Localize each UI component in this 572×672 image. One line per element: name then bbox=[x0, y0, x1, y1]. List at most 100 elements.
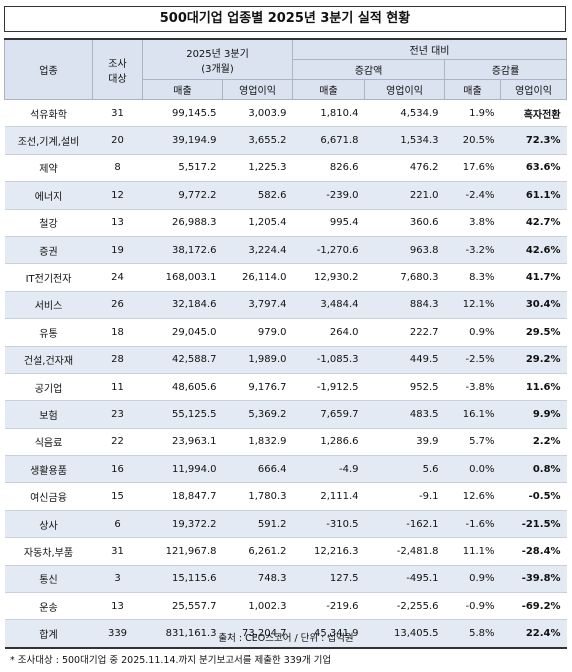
table-row: 생활용품 16 11,994.0 666.4 -4.9 5.6 0.0% 0.8% bbox=[4, 455, 567, 484]
industry-cell: 조선,기계,설비 bbox=[4, 126, 93, 155]
header-yoy: 전년 대비 bbox=[291, 38, 568, 60]
sales-cell: 23,963.1 bbox=[142, 428, 223, 457]
change-op-cell: -162.1 bbox=[364, 510, 445, 539]
change-op-cell: 449.5 bbox=[364, 346, 445, 374]
change-sales-cell: -1,085.3 bbox=[292, 346, 365, 374]
table-row: 석유화학 31 99,145.5 3,003.9 1,810.4 4,534.9 1.9% 흑… bbox=[4, 98, 567, 128]
industry-cell: 자동차,부품 bbox=[4, 537, 93, 566]
op-profit-cell: 6,261.2 bbox=[222, 537, 293, 566]
rate-op-cell: 9.9% bbox=[500, 400, 567, 429]
header-q3-line1: 2025년 3분기 bbox=[186, 48, 249, 60]
change-op-cell: -495.1 bbox=[364, 565, 445, 594]
op-profit-cell: 9,176.7 bbox=[222, 373, 293, 402]
change-sales-cell: -4.9 bbox=[292, 455, 365, 484]
rate-op-cell: 11.6% bbox=[500, 373, 567, 402]
change-sales-cell: -239.0 bbox=[292, 181, 365, 210]
table-row: 조선,기계,설비 20 39,194.9 3,655.2 6,671.8 1,534.3 2… bbox=[4, 126, 567, 155]
companies-cell: 16 bbox=[92, 455, 143, 484]
header-companies: 조사 대상 bbox=[92, 38, 143, 100]
table-row: 서비스 26 32,184.6 3,797.4 3,484.4 884.3 12.1% 30.… bbox=[4, 291, 567, 320]
rate-op-cell: -69.2% bbox=[500, 592, 567, 621]
op-profit-cell: 582.6 bbox=[222, 181, 293, 210]
op-profit-cell: 979.0 bbox=[222, 318, 293, 347]
op-profit-cell: 1,780.3 bbox=[222, 482, 293, 511]
rate-sales-cell: 16.1% bbox=[444, 400, 501, 429]
header-amount-sales: 매출 bbox=[292, 79, 365, 100]
rate-sales-cell: 20.5% bbox=[444, 126, 501, 155]
change-op-cell: 360.6 bbox=[364, 209, 445, 237]
table-title: 500대기업 업종별 2025년 3분기 실적 현황 bbox=[4, 6, 566, 32]
sales-cell: 38,172.6 bbox=[142, 236, 223, 265]
companies-cell: 3 bbox=[92, 565, 143, 594]
companies-cell: 339 bbox=[92, 619, 143, 649]
sales-cell: 29,045.0 bbox=[142, 318, 223, 347]
rate-op-cell: -28.4% bbox=[500, 537, 567, 566]
op-profit-cell: 5,369.2 bbox=[222, 400, 293, 429]
industry-cell: 철강 bbox=[4, 209, 93, 237]
header-amount-op: 영업이익 bbox=[364, 79, 445, 100]
rate-op-cell: -0.5% bbox=[500, 482, 567, 511]
change-sales-cell: 3,484.4 bbox=[292, 291, 365, 320]
header-rate-sales: 매출 bbox=[444, 79, 501, 100]
op-profit-cell: 666.4 bbox=[222, 455, 293, 484]
rate-sales-cell: -2.5% bbox=[444, 346, 501, 374]
companies-cell: 31 bbox=[92, 537, 143, 566]
sales-cell: 48,605.6 bbox=[142, 373, 223, 402]
table-row: 철강 13 26,988.3 1,205.4 995.4 360.6 3.8% 42.7% bbox=[4, 209, 567, 237]
companies-cell: 8 bbox=[92, 154, 143, 183]
header-q3: 2025년 3분기 (3개월) bbox=[142, 38, 293, 80]
rate-sales-cell: -2.4% bbox=[444, 181, 501, 210]
rate-sales-cell: -0.9% bbox=[444, 592, 501, 621]
total-row: 합계 339 831,161.3 73,204.7 45,341.9 13,405.5 5.… bbox=[4, 619, 567, 649]
table-row: 보험 23 55,125.5 5,369.2 7,659.7 483.5 16.1% 9.9% bbox=[4, 400, 567, 429]
companies-cell: 31 bbox=[92, 98, 143, 128]
industry-cell: 석유화학 bbox=[4, 98, 93, 128]
table-row: 통신 3 15,115.6 748.3 127.5 -495.1 0.9% -39.8% bbox=[4, 565, 567, 594]
sales-cell: 121,967.8 bbox=[142, 537, 223, 566]
sales-cell: 26,988.3 bbox=[142, 209, 223, 237]
table-row: 건설,건자재 28 42,588.7 1,989.0 -1,085.3 449.5 -2.5… bbox=[4, 346, 567, 374]
industry-cell: 건설,건자재 bbox=[4, 346, 93, 374]
op-profit-cell: 26,114.0 bbox=[222, 263, 293, 292]
industry-cell: 식음료 bbox=[4, 428, 93, 457]
industry-cell: 증권 bbox=[4, 236, 93, 265]
industry-cell: 서비스 bbox=[4, 291, 93, 320]
rate-sales-cell: 5.8% bbox=[444, 619, 501, 649]
industry-cell: 생활용품 bbox=[4, 455, 93, 484]
companies-cell: 26 bbox=[92, 291, 143, 320]
change-sales-cell: -1,270.6 bbox=[292, 236, 365, 265]
sales-cell: 99,145.5 bbox=[142, 98, 223, 128]
op-profit-cell: 1,832.9 bbox=[222, 428, 293, 457]
industry-cell: 에너지 bbox=[4, 181, 93, 210]
change-sales-cell: 7,659.7 bbox=[292, 400, 365, 429]
sales-cell: 831,161.3 bbox=[142, 619, 223, 649]
industry-cell: 공기업 bbox=[4, 373, 93, 402]
change-op-cell: 39.9 bbox=[364, 428, 445, 457]
change-sales-cell: 12,216.3 bbox=[292, 537, 365, 566]
change-sales-cell: 1,810.4 bbox=[292, 98, 365, 128]
table-row: 여신금융 15 18,847.7 1,780.3 2,111.4 -9.1 12.6% -0.… bbox=[4, 482, 567, 511]
industry-cell: IT전기전자 bbox=[4, 263, 93, 292]
companies-cell: 12 bbox=[92, 181, 143, 210]
rate-sales-cell: 12.1% bbox=[444, 291, 501, 320]
op-profit-cell: 591.2 bbox=[222, 510, 293, 539]
change-sales-cell: -1,912.5 bbox=[292, 373, 365, 402]
table-row: 식음료 22 23,963.1 1,832.9 1,286.6 39.9 5.7% 2.2% bbox=[4, 428, 567, 457]
industry-cell: 제약 bbox=[4, 154, 93, 183]
change-op-cell: 5.6 bbox=[364, 455, 445, 484]
footnote: * 조사대상 : 500대기업 중 2025.11.14.까지 분기보고서를 제… bbox=[10, 655, 332, 666]
change-op-cell: 952.5 bbox=[364, 373, 445, 402]
sales-cell: 9,772.2 bbox=[142, 181, 223, 210]
rate-op-cell: 30.4% bbox=[500, 291, 567, 320]
rate-op-cell: 29.5% bbox=[500, 318, 567, 347]
rate-sales-cell: 0.9% bbox=[444, 318, 501, 347]
sales-cell: 5,517.2 bbox=[142, 154, 223, 183]
change-sales-cell: 1,286.6 bbox=[292, 428, 365, 457]
companies-cell: 13 bbox=[92, 209, 143, 237]
header-companies-line1: 조사 bbox=[108, 58, 127, 70]
change-sales-cell: 2,111.4 bbox=[292, 482, 365, 511]
sales-cell: 42,588.7 bbox=[142, 346, 223, 374]
table-row: 에너지 12 9,772.2 582.6 -239.0 221.0 -2.4% 61.1% bbox=[4, 181, 567, 210]
op-profit-cell: 1,225.3 bbox=[222, 154, 293, 183]
change-op-cell: 1,534.3 bbox=[364, 126, 445, 155]
